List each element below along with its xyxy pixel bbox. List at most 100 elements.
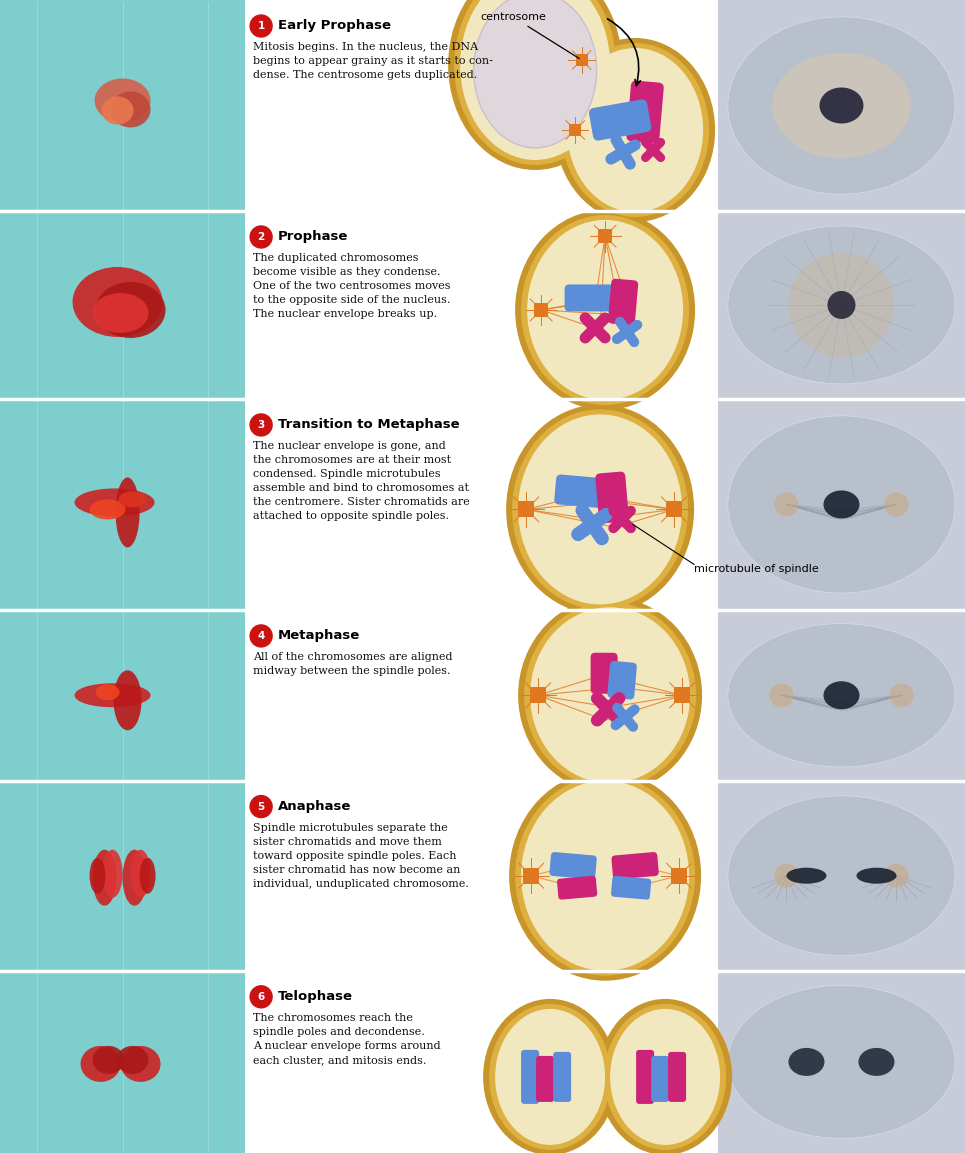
Circle shape xyxy=(250,226,272,248)
FancyBboxPatch shape xyxy=(626,81,664,143)
Circle shape xyxy=(250,414,272,436)
Bar xyxy=(718,610,965,781)
FancyBboxPatch shape xyxy=(607,661,637,700)
Circle shape xyxy=(250,796,272,817)
Circle shape xyxy=(250,986,272,1008)
Text: 3: 3 xyxy=(258,420,264,430)
Bar xyxy=(718,211,965,399)
FancyBboxPatch shape xyxy=(553,1052,571,1102)
Circle shape xyxy=(250,15,272,37)
Ellipse shape xyxy=(561,43,709,217)
Ellipse shape xyxy=(95,78,151,122)
Bar xyxy=(718,0,965,211)
Ellipse shape xyxy=(775,492,798,517)
Ellipse shape xyxy=(567,48,703,212)
Bar xyxy=(0,0,245,211)
Text: 1: 1 xyxy=(258,21,264,31)
Bar xyxy=(575,54,588,66)
Ellipse shape xyxy=(506,405,694,615)
Ellipse shape xyxy=(728,17,955,194)
Ellipse shape xyxy=(728,624,955,767)
Text: microtubule of spindle: microtubule of spindle xyxy=(694,565,819,574)
Bar xyxy=(671,868,687,883)
Bar xyxy=(718,781,965,971)
FancyBboxPatch shape xyxy=(521,1050,539,1103)
Ellipse shape xyxy=(728,226,955,384)
Ellipse shape xyxy=(521,214,689,405)
Text: Mitosis begins. In the nucleus, the DNA
begins to appear grainy as it starts to : Mitosis begins. In the nucleus, the DNA … xyxy=(253,42,493,80)
Bar xyxy=(523,868,539,883)
Text: Spindle microtubules separate the
sister chromatids and move them
toward opposit: Spindle microtubules separate the sister… xyxy=(253,822,469,889)
Ellipse shape xyxy=(101,97,133,125)
FancyBboxPatch shape xyxy=(537,1056,554,1102)
Text: centrosome: centrosome xyxy=(481,12,579,59)
Ellipse shape xyxy=(510,770,702,981)
Ellipse shape xyxy=(857,868,896,883)
Ellipse shape xyxy=(530,608,690,783)
Bar xyxy=(0,211,245,399)
Bar xyxy=(0,399,245,610)
Text: Telophase: Telophase xyxy=(278,990,353,1003)
Ellipse shape xyxy=(74,684,151,707)
Text: 6: 6 xyxy=(258,992,264,1002)
FancyBboxPatch shape xyxy=(636,1050,654,1103)
Bar xyxy=(0,610,245,781)
FancyBboxPatch shape xyxy=(611,876,651,899)
Ellipse shape xyxy=(515,776,695,975)
Ellipse shape xyxy=(890,684,914,707)
FancyBboxPatch shape xyxy=(651,1056,669,1102)
Ellipse shape xyxy=(455,0,616,165)
Ellipse shape xyxy=(74,489,154,517)
FancyBboxPatch shape xyxy=(668,1052,686,1102)
Text: Metaphase: Metaphase xyxy=(278,630,360,642)
Ellipse shape xyxy=(859,1048,895,1076)
Ellipse shape xyxy=(93,293,149,333)
FancyBboxPatch shape xyxy=(595,472,629,523)
Text: The chromosomes reach the
spindle poles and decondense.
A nuclear envelope forms: The chromosomes reach the spindle poles … xyxy=(253,1012,441,1065)
Bar xyxy=(666,502,682,518)
Text: All of the chromosomes are aligned
midway between the spindle poles.: All of the chromosomes are aligned midwa… xyxy=(253,651,453,676)
Ellipse shape xyxy=(610,1009,720,1145)
Ellipse shape xyxy=(93,850,117,906)
Bar xyxy=(675,687,690,703)
Ellipse shape xyxy=(728,986,955,1138)
Bar xyxy=(718,971,965,1153)
Ellipse shape xyxy=(512,409,688,610)
Ellipse shape xyxy=(819,88,864,123)
FancyBboxPatch shape xyxy=(591,653,618,694)
Ellipse shape xyxy=(823,490,860,519)
Ellipse shape xyxy=(769,684,793,707)
Ellipse shape xyxy=(80,1046,121,1082)
Ellipse shape xyxy=(728,796,955,956)
Ellipse shape xyxy=(728,416,955,593)
Ellipse shape xyxy=(885,492,908,517)
Ellipse shape xyxy=(786,868,826,883)
Ellipse shape xyxy=(448,0,622,169)
Ellipse shape xyxy=(72,267,162,337)
FancyBboxPatch shape xyxy=(554,475,610,508)
Ellipse shape xyxy=(885,864,908,888)
Text: Prophase: Prophase xyxy=(278,231,348,243)
Text: 4: 4 xyxy=(258,631,264,641)
Ellipse shape xyxy=(474,0,596,148)
Ellipse shape xyxy=(518,597,703,793)
Ellipse shape xyxy=(772,53,911,158)
FancyBboxPatch shape xyxy=(608,279,638,325)
Ellipse shape xyxy=(90,858,105,894)
Ellipse shape xyxy=(483,998,617,1153)
Ellipse shape xyxy=(527,220,683,400)
Ellipse shape xyxy=(96,684,120,700)
Text: The nuclear envelope is gone, and
the chromosomes are at their most
condensed. S: The nuclear envelope is gone, and the ch… xyxy=(253,440,470,521)
Bar xyxy=(518,502,535,518)
Ellipse shape xyxy=(130,850,151,898)
Ellipse shape xyxy=(555,38,715,223)
FancyBboxPatch shape xyxy=(589,99,651,141)
Ellipse shape xyxy=(598,998,732,1153)
Ellipse shape xyxy=(489,1004,611,1150)
Ellipse shape xyxy=(823,681,860,709)
Ellipse shape xyxy=(827,291,856,319)
Ellipse shape xyxy=(111,91,151,128)
Ellipse shape xyxy=(775,864,798,888)
Text: Anaphase: Anaphase xyxy=(278,800,351,813)
Bar xyxy=(0,781,245,971)
